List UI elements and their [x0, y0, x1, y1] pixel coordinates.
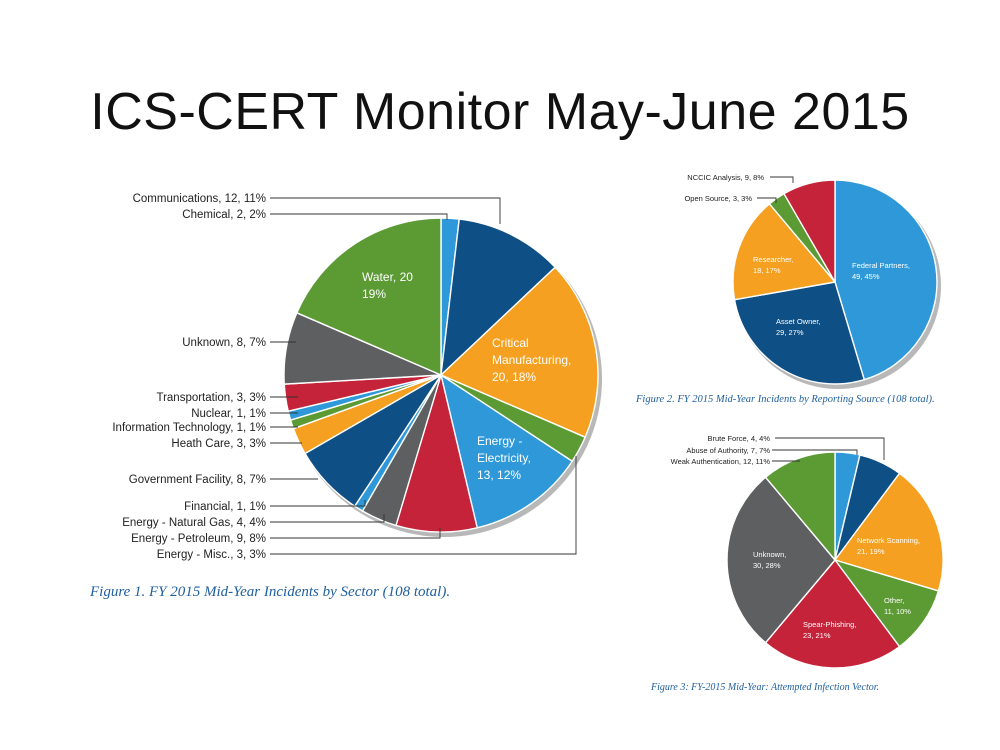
fig2-inside-label-2: Researcher, 18, 17%	[753, 255, 793, 275]
fig2-caption: Figure 2. FY 2015 Mid-Year Incidents by …	[635, 394, 935, 405]
fig1-leader-line-1	[270, 213, 448, 220]
fig2-outside-label-1: Open Source, 3, 3%	[684, 194, 752, 203]
fig3-leader-line-0	[775, 437, 885, 460]
fig1-leader-line-10	[270, 528, 441, 539]
fig1-slice-4	[440, 374, 573, 529]
fig3-inside-label-2: Spear-Phishing, 23, 21%	[803, 620, 856, 640]
fig1-leader-line-8	[270, 500, 366, 507]
fig1-leader-line-11	[270, 456, 577, 555]
fig1-pie	[283, 217, 602, 537]
fig2-outside-label-0: NCCIC Analysis, 9, 8%	[687, 173, 764, 182]
fig1-outside-label-3: Transportation, 3, 3%	[156, 392, 266, 404]
fig3-leader-line-1	[772, 449, 858, 455]
fig1-inside-label-0: Water, 20 19%	[362, 270, 413, 301]
fig3-outside-label-2: Weak Authentication, 12, 11%	[671, 457, 771, 466]
fig2-slice-4	[783, 179, 836, 283]
fig2-leader-line-1	[757, 197, 777, 203]
fig1-outside-label-8: Financial, 1, 1%	[184, 501, 266, 513]
fig1-slice-1	[440, 218, 556, 376]
fig1-outside-label-5: Information Technology, 1, 1%	[112, 422, 266, 434]
slide-title: ICS-CERT Monitor May-June 2015	[90, 83, 910, 141]
fig1-outside-label-0: Communications, 12, 11%	[133, 193, 266, 205]
fig3-inside-label-0: Network Scanning, 21, 19%	[857, 536, 920, 556]
fig1-outside-label-6: Heath Care, 3, 3%	[171, 438, 266, 450]
fig3-inside-label-1: Other, 11, 10%	[884, 596, 911, 616]
fig2-slice-2	[732, 203, 836, 301]
fig1-slice-14	[296, 217, 442, 376]
fig3-outside-label-0: Brute Force, 4, 4%	[707, 434, 770, 443]
fig1-inside-label-1: Critical Manufacturing, 20, 18%	[492, 336, 571, 384]
fig2-inside-label-1: Asset Owner, 29, 27%	[776, 317, 821, 337]
fig2-slice-1	[733, 281, 865, 385]
fig3-inside-label-3: Unknown, 30, 28%	[753, 550, 786, 570]
fig3-slice-6	[764, 451, 836, 561]
fig1-outside-label-7: Government Facility, 8, 7%	[129, 474, 266, 486]
fig1-outside-label-9: Energy - Natural Gas, 4, 4%	[122, 517, 266, 529]
fig1-caption: Figure 1. FY 2015 Mid-Year Incidents by …	[89, 584, 450, 600]
fig2-leader-line-0	[770, 176, 794, 183]
fig1-outside-label-2: Unknown, 8, 7%	[182, 337, 266, 349]
fig2-inside-label-0: Federal Partners, 49, 45%	[852, 261, 910, 281]
fig1-outside-label-11: Energy - Misc., 3, 3%	[157, 549, 266, 561]
fig1-outside-label-1: Chemical, 2, 2%	[182, 209, 266, 221]
fig3-slice-5	[726, 476, 836, 644]
fig3-slice-4	[764, 559, 901, 669]
fig1-outside-label-10: Energy - Petroleum, 9, 8%	[131, 533, 266, 545]
fig1-inside-label-2: Energy -Electricity, 13, 12%	[477, 434, 531, 482]
fig3-caption: Figure 3: FY-2015 Mid-Year: Attempted In…	[650, 682, 879, 693]
fig1-leader-line-9	[270, 514, 385, 523]
fig1-leader-line-0	[270, 197, 501, 224]
fig3-outside-label-1: Abuse of Authority, 7, 7%	[686, 446, 770, 455]
fig1-outside-label-4: Nuclear, 1, 1%	[191, 408, 266, 420]
fig1-slice-2	[440, 266, 599, 438]
fig3-slice-2	[834, 472, 944, 592]
fig2-pie	[732, 179, 941, 389]
fig3-pie	[726, 451, 944, 669]
fig2-slice-0	[834, 179, 938, 381]
